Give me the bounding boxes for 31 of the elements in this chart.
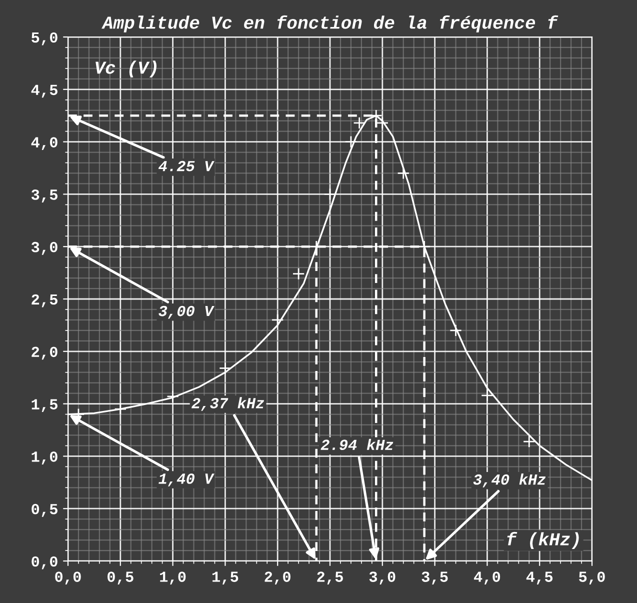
y-tick-label: 0,0 xyxy=(32,556,58,570)
chart-title: Amplitude Vc en fonction de la fréquence f xyxy=(102,15,558,32)
y-tick-label: 4,5 xyxy=(31,84,58,98)
x-tick-label: 4,0 xyxy=(474,572,500,584)
annotation: 4.25 V xyxy=(158,160,214,172)
y-tick-label: 1,0 xyxy=(32,452,58,464)
y-tick-label: 2,0 xyxy=(32,346,58,360)
x-tick-label: 2,0 xyxy=(264,572,290,584)
y-tick-label: 2,5 xyxy=(32,294,58,308)
x-tick-label: 3,5 xyxy=(422,572,448,584)
y-tick-label: 5,0 xyxy=(32,32,58,46)
x-axis-title: f (kHz) xyxy=(507,532,579,550)
annotation: 1,40 V xyxy=(158,474,214,486)
x-tick-label: 1,0 xyxy=(160,572,186,584)
y-tick-label: 3,5 xyxy=(31,190,58,202)
annotation: 2.94 kHz xyxy=(320,438,394,450)
annotation: 3,00 V xyxy=(158,306,214,319)
y-axis-title: Vc (V) xyxy=(96,60,156,78)
annotation: 2,37 kHz xyxy=(192,397,264,411)
y-tick-label: 3,0 xyxy=(31,242,58,255)
x-tick-label: 5,0 xyxy=(579,572,605,584)
annotation: 3,40 kHz xyxy=(473,474,546,488)
x-tick-label: 4,5 xyxy=(526,572,553,584)
x-tick-label: 1,5 xyxy=(212,572,238,584)
x-tick-label: 0,5 xyxy=(108,572,134,584)
x-tick-label: 0,0 xyxy=(55,572,81,584)
x-tick-label: 2,5 xyxy=(317,572,343,584)
y-tick-label: 4,0 xyxy=(31,137,58,150)
y-tick-label: 0,5 xyxy=(32,504,58,517)
y-tick-label: 1,5 xyxy=(32,399,58,412)
x-tick-label: 3,0 xyxy=(369,572,396,584)
